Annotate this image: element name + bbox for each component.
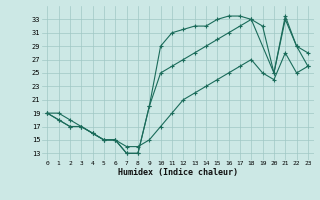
X-axis label: Humidex (Indice chaleur): Humidex (Indice chaleur) (118, 168, 237, 177)
